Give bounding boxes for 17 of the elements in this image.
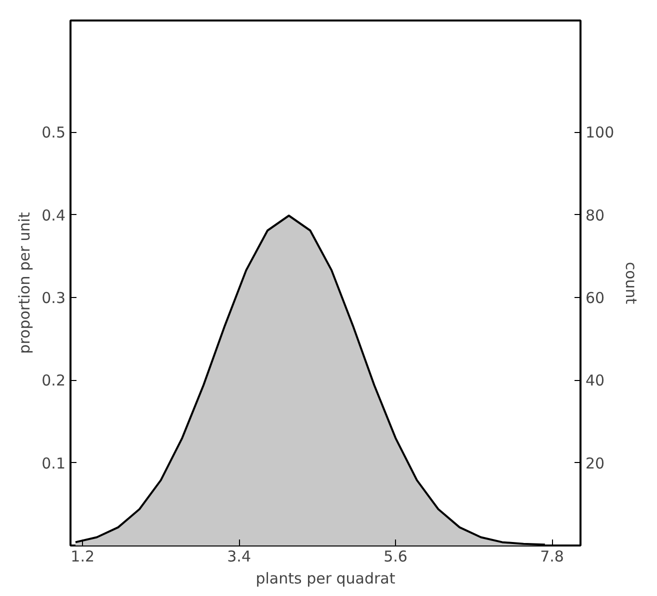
y-tick-label: 0.4 [42,206,66,224]
y-tick-label: 0.2 [42,372,66,390]
y2-axis-title: count [622,262,640,304]
y-tick-label: 0.5 [42,124,66,142]
x-tick-label: 1.2 [70,548,95,566]
y-axis-title: proportion per unit [16,212,34,354]
y-tick-label: 0.3 [42,288,66,307]
y2-tick-label: 60 [586,288,605,307]
y2-tick-label: 100 [586,124,614,142]
y2-tick-label: 80 [586,206,605,224]
y2-tick-label: 20 [586,454,605,472]
y2-tick-label: 40 [586,372,605,390]
y-tick-label: 0.1 [42,454,66,472]
x-tick-label: 3.4 [227,548,252,566]
x-axis-title: plants per quadrat [256,570,396,588]
x-tick-label: 7.8 [540,548,564,566]
x-tick-label: 5.6 [384,548,408,566]
